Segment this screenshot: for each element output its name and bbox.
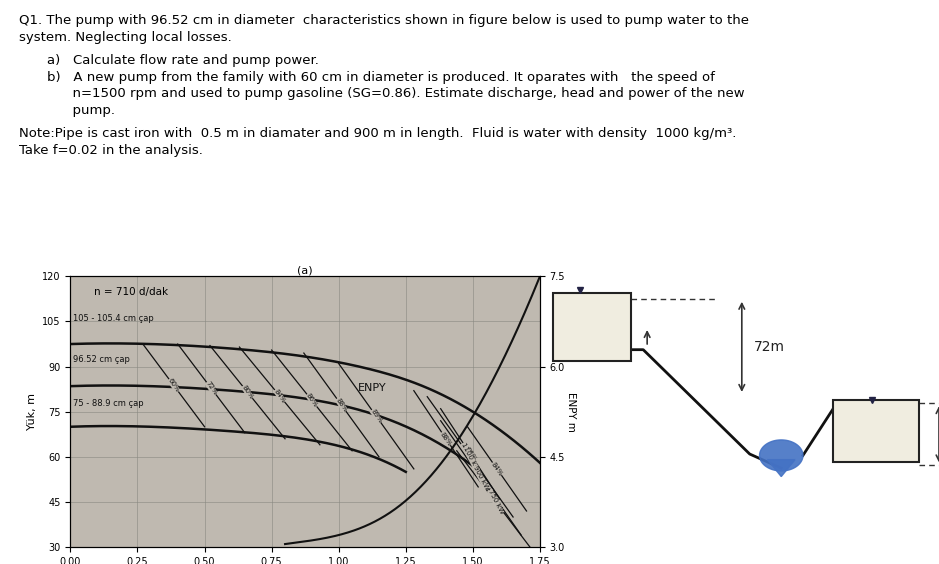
Text: 750 kW: 750 kW [486, 489, 504, 515]
Text: 88%: 88% [334, 397, 348, 413]
Text: 80%: 80% [240, 384, 254, 400]
Bar [833, 400, 919, 462]
Title: (a): (a) [298, 266, 313, 276]
Text: Q1. The pump with 96.52 cm in diameter  characteristics shown in figure below is: Q1. The pump with 96.52 cm in diameter c… [19, 14, 748, 27]
Text: 96.52 cm çap: 96.52 cm çap [73, 355, 130, 364]
Polygon shape [760, 440, 803, 471]
Text: 72m: 72m [754, 340, 785, 354]
Text: 1100 kW: 1100 kW [460, 442, 480, 472]
Text: Take f=0.02 in the analysis.: Take f=0.02 in the analysis. [19, 144, 203, 157]
Text: n=1500 rpm and used to pump gasoline (SG=0.86). Estimate discharge, head and pow: n=1500 rpm and used to pump gasoline (SG… [47, 87, 745, 100]
Text: n = 710 d/dak: n = 710 d/dak [94, 287, 168, 297]
Bar [552, 293, 631, 361]
Y-axis label: ENPY m: ENPY m [566, 392, 577, 431]
Text: Note:Pipe is cast iron with  0.5 m in diamater and 900 m in length.  Fluid is wa: Note:Pipe is cast iron with 0.5 m in dia… [19, 127, 736, 140]
Text: 84%: 84% [490, 461, 504, 477]
Text: 88%: 88% [439, 431, 453, 447]
Text: ENPY: ENPY [358, 382, 386, 393]
Text: 89%: 89% [369, 408, 383, 424]
Text: 84%: 84% [273, 388, 286, 404]
Text: 900 kW: 900 kW [472, 465, 490, 491]
Polygon shape [767, 460, 795, 477]
Text: pump.: pump. [47, 104, 115, 117]
Text: 72%: 72% [205, 380, 218, 396]
Text: 86%: 86% [463, 446, 477, 462]
Y-axis label: Yük, m: Yük, m [26, 393, 37, 430]
Text: system. Neglecting local losses.: system. Neglecting local losses. [19, 31, 232, 44]
Text: a)   Calculate flow rate and pump power.: a) Calculate flow rate and pump power. [47, 54, 319, 67]
Text: 75 - 88.9 cm çap: 75 - 88.9 cm çap [73, 399, 144, 408]
Text: 105 - 105.4 cm çap: 105 - 105.4 cm çap [73, 315, 154, 324]
Text: b)   A new pump from the family with 60 cm in diameter is produced. It oparates : b) A new pump from the family with 60 cm… [47, 70, 715, 83]
Text: 86%: 86% [305, 393, 319, 408]
Text: 60%: 60% [167, 377, 180, 394]
